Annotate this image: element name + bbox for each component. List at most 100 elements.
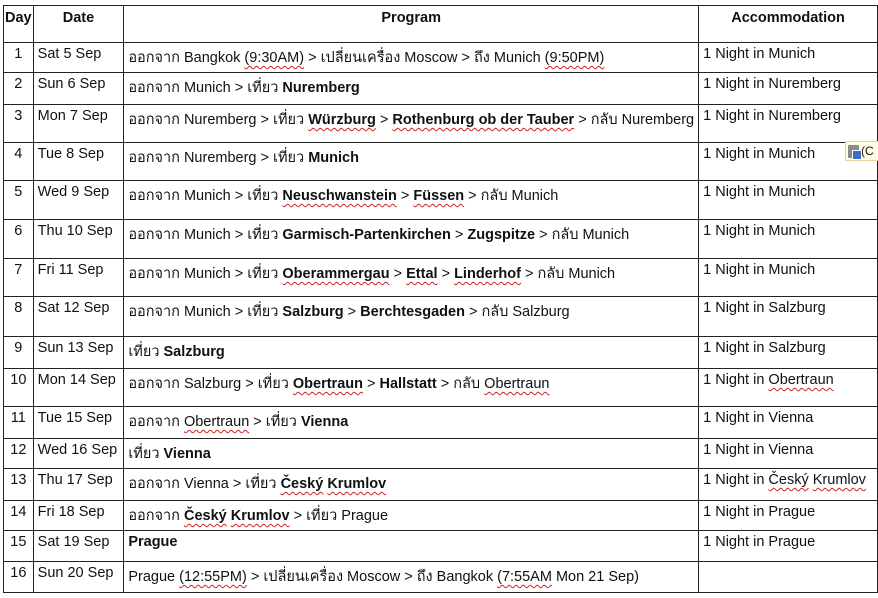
day-cell: 6 [3,219,34,259]
place-name: Munich [308,150,359,166]
date-cell: Sun 13 Sep [32,336,125,369]
program-cell: เที่ยว Vienna [123,438,700,469]
date-cell: Sat 5 Sep [32,42,125,73]
text-segment: 1 Night in Nuremberg [703,108,841,124]
header-accommodation: Accommodation [698,5,878,43]
table-row: 8 Sat 12 Sep ออกจาก Munich > เที่ยว Salzbu… [3,296,878,337]
text-segment: (9:30AM) [244,50,305,66]
date-cell: Sat 19 Sep [32,530,125,562]
text-segment: Obertraun [484,376,550,392]
accommodation-cell: 1 Night in Munich [698,142,878,181]
text-segment: ออกจาก Bangkok [128,50,245,66]
text-segment: 1 Night in Prague [703,504,816,520]
day-cell: 12 [3,438,34,469]
table-row: 16 Sun 20 Sep Prague (12:55PM) > เปลี่ยนเค… [3,561,878,593]
place-name: Neuschwanstein [282,188,397,204]
place-name: Český [280,476,324,492]
text-segment: ออกจาก Munich > เที่ยว [128,266,283,282]
text-segment: 1 Night in [703,472,769,488]
place-name: Füssen [413,188,465,204]
text-segment: > เที่ยว [249,414,301,430]
place-name: Zugspitze [467,227,536,243]
place-name: Krumlov [230,508,290,524]
table-row: 9 Sun 13 Sep เที่ยว Salzburg 1 Night in Sal… [3,336,878,369]
place-name: Garmisch-Partenkirchen [282,227,451,243]
program-cell: ออกจาก Český Krumlov > เที่ยว Prague [123,500,700,531]
program-cell: Prague (12:55PM) > เปลี่ยนเครื่อง Moscow… [123,561,700,593]
header-row: Day Date Program Accommodation [3,5,878,43]
date-cell: Fri 18 Sep [32,500,125,531]
text-segment: > [375,112,393,128]
text-segment: (12:55PM) [179,569,247,585]
text-segment: 1 Night in Prague [703,534,816,550]
clipboard-paste-icon [848,144,862,160]
text-segment: > กลับ Munich [464,188,559,204]
date-cell: Thu 10 Sep [32,219,125,259]
table-row: 12 Wed 16 Sep เที่ยว Vienna 1 Night in Vien… [3,438,878,469]
accommodation-cell: 1 Night in Prague [698,530,878,562]
text-segment: ออกจาก Munich > เที่ยว [128,227,283,243]
text-segment: เที่ยว [128,446,164,462]
text-segment: Prague [128,569,180,585]
header-program: Program [123,5,700,43]
table-row: 6 Thu 10 Sep ออกจาก Munich > เที่ยว Garmis… [3,219,878,259]
day-cell: 14 [3,500,34,531]
text-segment: ออกจาก Munich > เที่ยว [128,304,283,320]
accommodation-cell: 1 Night in Prague [698,500,878,531]
text-segment: > [437,266,455,282]
text-segment: Obertraun [768,372,834,388]
place-name: Hallstatt [379,376,437,392]
text-segment: 1 Night in Munich [703,46,816,62]
table-row: 10 Mon 14 Sep ออกจาก Salzburg > เที่ยว Obe… [3,368,878,407]
text-segment: > เปลี่ยนเครื่อง Moscow > ถึง Munich [304,50,545,66]
date-cell: Sat 12 Sep [32,296,125,337]
text-segment: Krumlov [812,472,866,488]
accommodation-cell: 1 Night in Nuremberg [698,104,878,143]
accommodation-cell: 1 Night in Vienna [698,406,878,439]
table-row: 14 Fri 18 Sep ออกจาก Český Krumlov > เที่ย… [3,500,878,531]
day-cell: 7 [3,258,34,297]
text-segment: > [396,188,414,204]
text-segment: 1 Night in Munich [703,262,816,278]
text-segment: 1 Night in Munich [703,223,816,239]
place-name: Linderhof [454,266,521,282]
text-segment: 1 Night in Vienna [703,442,814,458]
day-cell: 8 [3,296,34,337]
accommodation-cell: 1 Night in Salzburg [698,296,878,337]
date-cell: Mon 14 Sep [32,368,125,407]
place-name: Prague [128,534,178,550]
paste-options-button[interactable]: (C [845,141,878,161]
program-cell: ออกจาก Munich > เที่ยว Salzburg > Bercht… [123,296,700,337]
program-cell: ออกจาก Munich > เที่ยว Nuremberg [123,72,700,105]
accommodation-cell [698,561,878,593]
program-cell: ออกจาก Salzburg > เที่ยว Obertraun > Hal… [123,368,700,407]
day-cell: 13 [3,468,34,501]
place-name: Oberammergau [282,266,390,282]
table-row: 5 Wed 9 Sep ออกจาก Munich > เที่ยว Neuschw… [3,180,878,220]
date-cell: Wed 16 Sep [32,438,125,469]
day-cell: 10 [3,368,34,407]
text-segment: 1 Night in Salzburg [703,340,826,356]
header-day: Day [3,5,34,43]
place-name: Salzburg [282,304,344,320]
text-segment: > [343,304,361,320]
program-cell: ออกจาก Munich > เที่ยว Garmisch-Partenki… [123,219,700,259]
text-segment: Mon 21 Sep) [551,569,639,585]
day-cell: 1 [3,42,34,73]
text-segment: > [389,266,407,282]
table-row: 3 Mon 7 Sep ออกจาก Nuremberg > เที่ยว Würz… [3,104,878,143]
day-cell: 4 [3,142,34,181]
place-name: Rothenburg ob der Tauber [392,112,575,128]
text-segment: Český [768,472,809,488]
text-segment: > กลับ Salzburg [464,304,570,320]
table-row: 1 Sat 5 Sep ออกจาก Bangkok (9:30AM) > เปลี… [3,42,878,73]
text-segment: > กลับ Nuremberg [574,112,695,128]
table-row: 11 Tue 15 Sep ออกจาก Obertraun > เที่ยว Vi… [3,406,878,439]
table-row: 13 Thu 17 Sep ออกจาก Vienna > เที่ยว Český… [3,468,878,501]
date-cell: Sun 6 Sep [32,72,125,105]
text-segment: 1 Night in Vienna [703,410,814,426]
accommodation-cell: 1 Night in Nuremberg [698,72,878,105]
day-cell: 15 [3,530,34,562]
text-segment: ออกจาก [128,508,184,524]
text-segment: > [450,227,468,243]
